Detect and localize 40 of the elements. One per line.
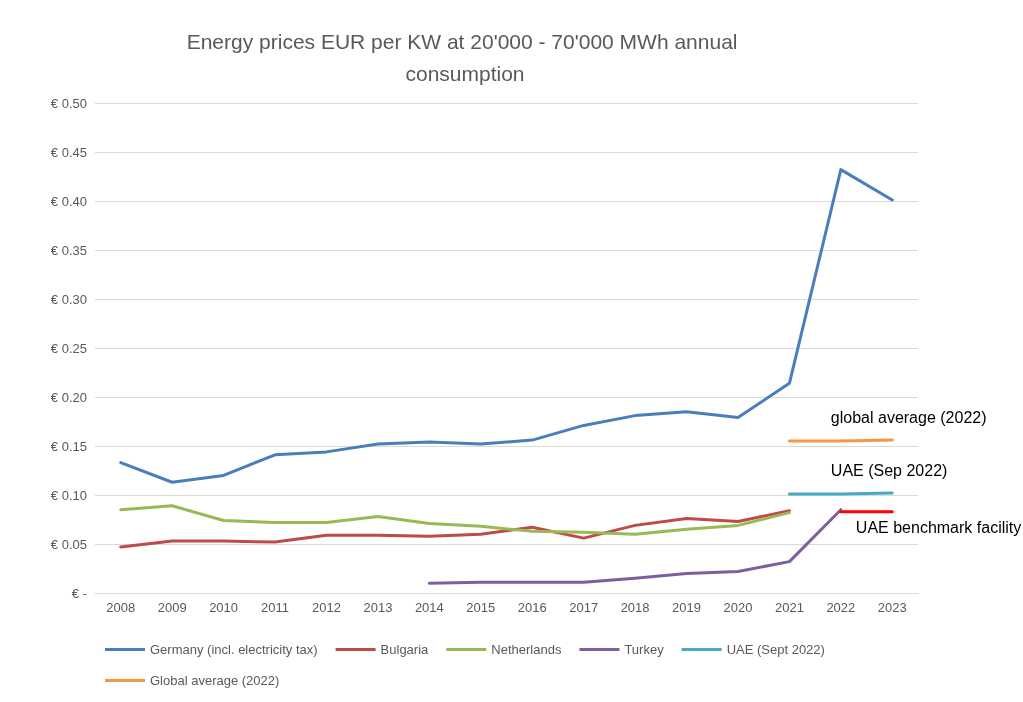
x-tick-label: 2010: [209, 600, 239, 615]
y-tick-label: € 0.10: [50, 487, 87, 503]
y-tick-label: € 0.45: [50, 144, 87, 160]
legend-label: Netherlands: [491, 642, 562, 657]
line-series: [119, 504, 791, 536]
y-tick-label: € 0.50: [50, 95, 87, 111]
y-tick-label: € 0.30: [50, 291, 87, 307]
legend-label: Germany (incl. electricity tax): [150, 642, 318, 657]
y-tick-label: € 0.15: [50, 438, 87, 454]
x-tick-label: 2022: [826, 600, 856, 615]
x-tick-label: 2023: [877, 600, 907, 615]
legend-label: Bulgaria: [380, 642, 430, 657]
x-tick-label: 2014: [414, 600, 444, 615]
line-series: [119, 509, 791, 549]
x-tick-label: 2018: [620, 600, 650, 615]
x-tick-label: 2008: [106, 600, 136, 615]
chart-title: Energy prices EUR per KW at 20'000 - 70'000 MWh annual consumption: [186, 29, 744, 85]
legend-label: Turkey: [624, 642, 665, 657]
y-tick-label: € 0.20: [50, 389, 87, 405]
x-tick-label: 2009: [157, 600, 187, 615]
x-tick-label: 2021: [774, 600, 804, 615]
y-tick-label: € 0.05: [50, 536, 87, 552]
y-tick-label: € -: [71, 585, 87, 601]
legend-label: Global average (2022): [150, 673, 280, 688]
y-tick-label: € 0.25: [50, 340, 87, 356]
x-tick-label: 2013: [363, 600, 393, 615]
x-tick-label: 2017: [569, 600, 599, 615]
x-tick-label: 2011: [261, 600, 290, 615]
annotation: global average (2022): [830, 408, 987, 426]
legend-label: UAE (Sept 2022): [726, 642, 825, 657]
x-tick-label: 2016: [517, 600, 547, 615]
x-tick-label: 2019: [672, 600, 701, 615]
annotation: UAE (Sep 2022): [830, 461, 948, 479]
annotation: UAE benchmark facility: [855, 519, 1022, 537]
x-tick-label: 2020: [723, 600, 753, 615]
x-tick-label: 2012: [312, 600, 341, 615]
x-tick-label: 2015: [466, 600, 496, 615]
y-tick-label: € 0.40: [50, 193, 87, 209]
y-tick-label: € 0.35: [50, 242, 87, 258]
line-series: [427, 508, 843, 585]
